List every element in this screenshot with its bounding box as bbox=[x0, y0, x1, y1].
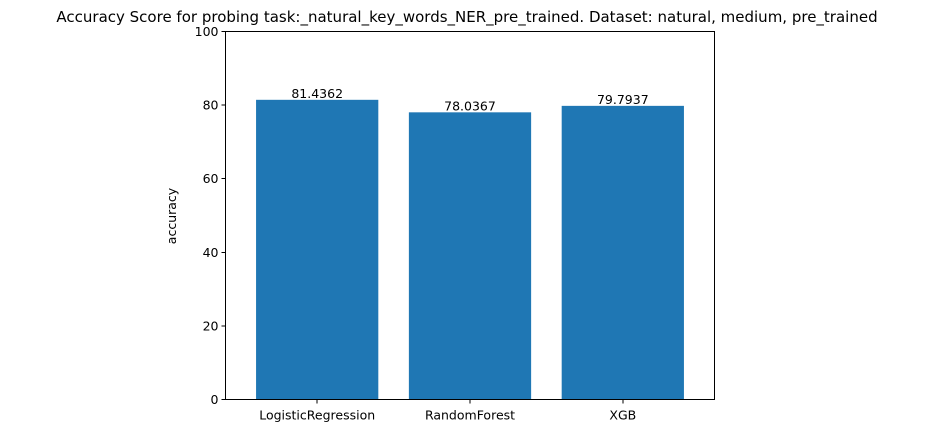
y-tick-label-40: 40 bbox=[203, 245, 219, 260]
y-axis: 0 20 40 60 80 100 bbox=[195, 24, 226, 407]
bars-layer bbox=[256, 99, 684, 400]
y-tick-label-80: 80 bbox=[203, 98, 219, 113]
chart-title: Accuracy Score for probing task:_natural… bbox=[56, 8, 877, 27]
data-label-logisticregression: 81.4362 bbox=[291, 86, 343, 101]
y-axis-label: accuracy bbox=[164, 187, 179, 244]
data-label-xgb: 79.7937 bbox=[597, 92, 649, 107]
y-tick-label-60: 60 bbox=[203, 171, 219, 186]
x-tick-label-xgb: XGB bbox=[609, 408, 636, 423]
bar-logisticregression bbox=[256, 99, 379, 400]
x-tick-label-randomforest: RandomForest bbox=[425, 408, 515, 423]
data-label-randomforest: 78.0367 bbox=[444, 98, 496, 113]
y-tick-label-0: 0 bbox=[211, 392, 219, 407]
bar-xgb bbox=[561, 105, 684, 400]
bar-randomforest bbox=[408, 112, 532, 400]
plot-frame bbox=[225, 31, 715, 400]
y-tick-label-20: 20 bbox=[203, 318, 219, 333]
data-labels-layer: 81.4362 78.0367 79.7937 bbox=[291, 86, 648, 114]
x-axis: LogisticRegression RandomForest XGB bbox=[259, 399, 636, 423]
x-tick-label-logisticregression: LogisticRegression bbox=[259, 408, 375, 423]
y-tick-label-100: 100 bbox=[195, 24, 219, 39]
